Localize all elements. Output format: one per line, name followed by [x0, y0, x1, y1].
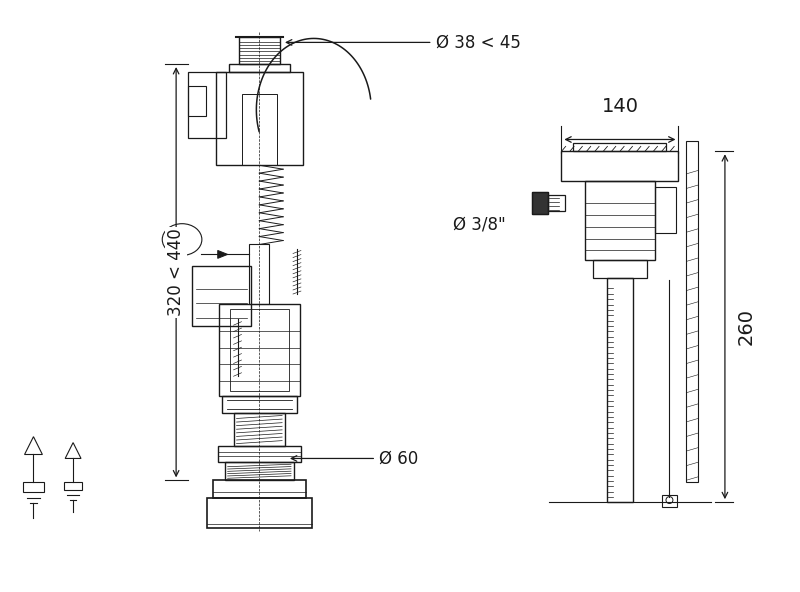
Bar [229, 64, 290, 72]
Polygon shape [218, 250, 228, 258]
Text: Ø 3/8": Ø 3/8" [454, 215, 506, 234]
Polygon shape [25, 437, 42, 455]
Bar [593, 260, 646, 278]
Bar [532, 192, 548, 214]
Bar [532, 192, 548, 214]
Text: Ø 60: Ø 60 [379, 449, 418, 468]
Bar [188, 86, 206, 115]
Bar [213, 480, 306, 498]
Bar [574, 143, 666, 152]
Bar [234, 413, 285, 446]
Bar [22, 482, 44, 492]
Bar [216, 72, 303, 165]
Bar [225, 462, 294, 480]
Bar [242, 94, 277, 165]
Bar [230, 309, 289, 391]
Bar [207, 498, 312, 528]
Bar [218, 304, 300, 396]
Text: 260: 260 [737, 308, 756, 345]
Bar [64, 482, 82, 490]
Bar [192, 266, 251, 326]
Bar [562, 152, 678, 181]
Bar [188, 72, 226, 137]
Text: 320 < 440: 320 < 440 [167, 229, 185, 316]
Polygon shape [65, 443, 81, 458]
Circle shape [666, 497, 673, 504]
Text: 140: 140 [602, 96, 638, 115]
Bar [586, 181, 654, 260]
Bar [548, 195, 566, 211]
Text: Ø 38 < 45: Ø 38 < 45 [436, 33, 521, 52]
Bar [686, 141, 698, 482]
Bar [218, 446, 301, 462]
Bar [654, 187, 676, 233]
Ellipse shape [162, 224, 202, 255]
Bar [607, 278, 633, 502]
Bar [250, 244, 270, 304]
Bar [238, 37, 280, 64]
Bar [662, 495, 678, 507]
Bar [222, 396, 297, 413]
